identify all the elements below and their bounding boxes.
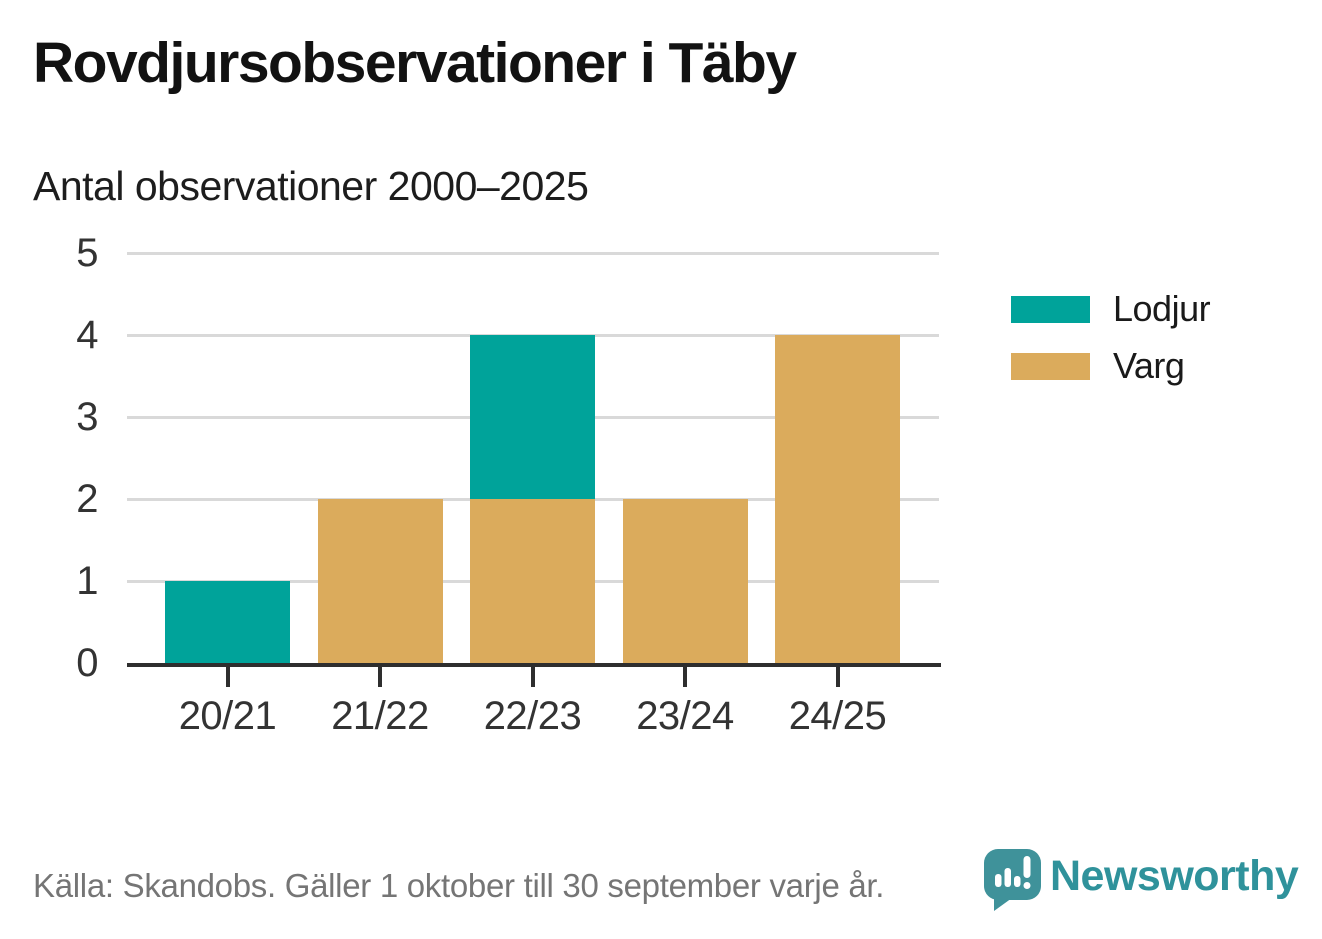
brand-footer: Newsworthy <box>984 848 1299 911</box>
newsworthy-logo-icon <box>984 849 1041 911</box>
legend-swatch-varg <box>1011 352 1090 380</box>
x-axis-label: 20/21 <box>178 694 277 738</box>
source-note: Källa: Skandobs. Gäller 1 oktober till 3… <box>33 867 885 904</box>
legend-item-lodjur: Lodjur <box>1011 288 1211 329</box>
y-axis-label: 2 <box>76 477 98 521</box>
page-title: Rovdjursobservationer i Täby <box>33 31 797 95</box>
legend-label: Varg <box>1113 345 1185 386</box>
legend-swatch-lodjur <box>1011 295 1090 323</box>
bar-segment-varg-23/24 <box>622 499 748 663</box>
y-axis-label: 5 <box>76 231 98 275</box>
bar-segment-varg-22/23 <box>470 499 595 663</box>
legend-label: Lodjur <box>1113 288 1211 329</box>
bar-segment-lodjur-22/23 <box>470 335 595 499</box>
x-axis-tick <box>530 667 535 687</box>
chart-legend: Lodjur Varg <box>1011 288 1211 403</box>
gridline <box>127 252 939 255</box>
bar-segment-varg-21/22 <box>317 499 443 663</box>
chart-subtitle: Antal observationer 2000–2025 <box>33 163 589 209</box>
bar-segment-lodjur-20/21 <box>165 581 290 663</box>
x-axis-label: 21/22 <box>331 694 429 738</box>
x-axis-tick <box>683 667 687 687</box>
bar-segment-varg-24/25 <box>775 335 900 663</box>
brand-name: Newsworthy <box>1050 852 1299 900</box>
x-axis-tick <box>378 667 382 687</box>
legend-item-varg: Varg <box>1011 345 1210 386</box>
x-axis-tick <box>225 667 230 687</box>
x-axis-tick <box>835 667 840 687</box>
y-axis-label: 1 <box>76 559 98 603</box>
x-axis-label: 23/24 <box>636 694 734 738</box>
y-axis-label: 3 <box>76 395 98 439</box>
y-axis-label: 4 <box>76 313 98 357</box>
y-axis-label: 0 <box>76 641 98 685</box>
x-axis-line <box>127 663 941 667</box>
x-axis-label: 22/23 <box>483 694 582 738</box>
x-axis-label: 24/25 <box>788 694 887 738</box>
